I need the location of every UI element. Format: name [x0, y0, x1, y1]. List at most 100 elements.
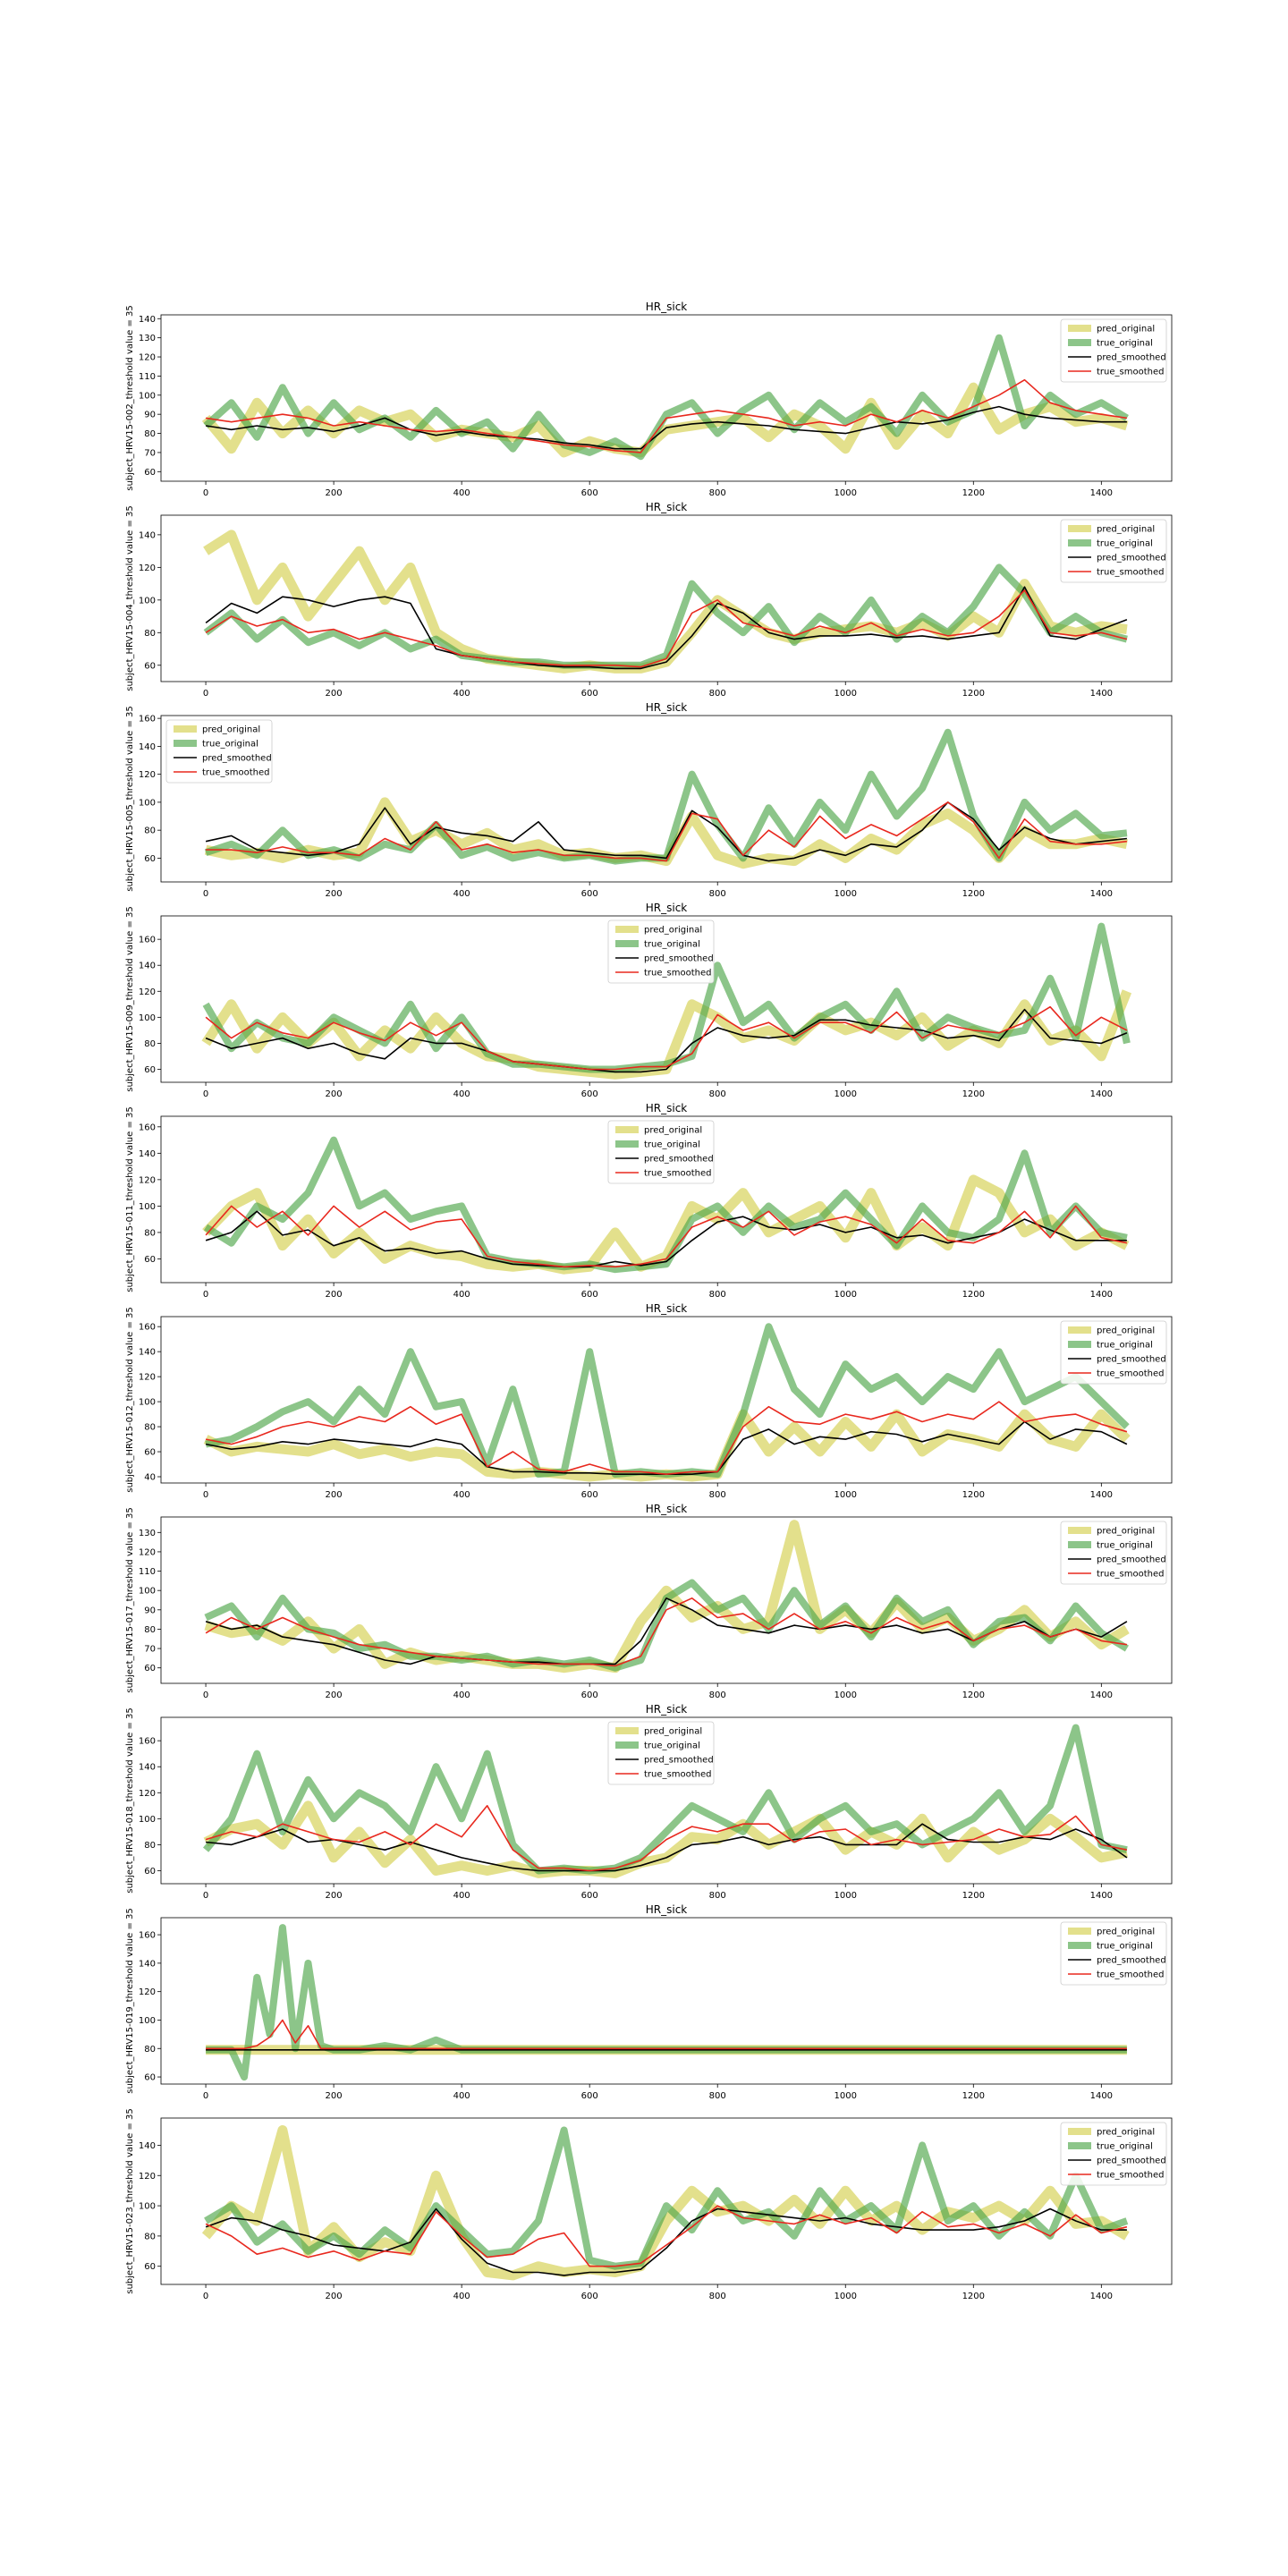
legend-label-pred_original: pred_original	[1097, 1326, 1155, 1336]
y-axis-label: subject_HRV15-023_threshold value = 35	[125, 2108, 135, 2293]
series-line-true_original	[202, 922, 1131, 1073]
series-line-true_original	[204, 1579, 1129, 1672]
chart-title: HR_sick	[646, 1903, 688, 1916]
series-line-pred_smoothed	[205, 405, 1127, 450]
x-tick-label: 1400	[1090, 689, 1113, 699]
x-tick-label: 0	[203, 2292, 208, 2301]
y-tick-label: 100	[139, 1587, 156, 1597]
legend: pred_original true_original pred_smoothedt…	[607, 919, 715, 984]
series-line-true_original	[204, 728, 1128, 865]
x-tick-label: 0	[203, 1089, 208, 1099]
y-tick-label: 100	[139, 2202, 156, 2212]
legend-label-true_original: true_original	[1097, 339, 1153, 349]
legend-box	[1060, 2122, 1167, 2186]
y-tick-label: 60	[144, 1065, 156, 1075]
x-tick-label: 400	[453, 2091, 470, 2101]
axes-frame	[160, 1516, 1173, 1684]
series-group	[201, 334, 1129, 461]
axes-frame	[160, 915, 1173, 1083]
x-tick-label: 0	[203, 689, 208, 699]
x-tick-label: 200	[326, 2091, 343, 2101]
x-tick-label: 400	[453, 1290, 470, 1300]
y-tick-label: 60	[144, 854, 156, 864]
chart-title: HR_sick	[646, 501, 688, 513]
legend-label-pred_original: pred_original	[1097, 525, 1155, 535]
legend-label-pred_original: pred_original	[202, 725, 260, 735]
y-tick-label: 60	[144, 1867, 156, 1877]
y-tick-label: 100	[139, 798, 156, 808]
x-tick-label: 400	[453, 1089, 470, 1099]
chart-panel-6: 0 200 400 600 800 1000 1200 1400 40 60 80 100 120 140…	[125, 1302, 1173, 1500]
y-tick-label: 140	[139, 1959, 156, 1969]
x-tick-label: 1000	[835, 689, 857, 699]
series-line-true_smoothed	[205, 1005, 1128, 1071]
x-tick-label: 400	[453, 889, 470, 899]
legend-swatch-true_original	[1068, 1541, 1091, 1548]
x-tick-label: 1000	[835, 2091, 857, 2101]
x-tick-label: 1200	[962, 1490, 985, 1500]
y-axis-label: subject_HRV15-019_threshold value = 35	[125, 1908, 135, 2093]
y-tick-label: 120	[139, 564, 156, 573]
x-tick-label: 600	[581, 689, 598, 699]
legend-label-pred_smoothed: pred_smoothed	[644, 1155, 714, 1165]
y-tick-label: 160	[139, 1737, 156, 1747]
legend-box	[1060, 519, 1167, 583]
y-tick-label: 100	[139, 391, 156, 401]
x-tick-label: 400	[453, 488, 470, 498]
legend: pred_original true_original pred_smoothedt…	[1060, 2122, 1167, 2186]
legend-label-true_original: true_original	[1097, 1541, 1153, 1551]
x-tick-label: 1200	[962, 689, 985, 699]
x-tick-label: 600	[581, 1490, 598, 1500]
legend-swatch-pred_original	[1068, 525, 1091, 532]
y-tick-label: 40	[144, 1473, 156, 1483]
y-tick-label: 120	[139, 353, 156, 363]
x-tick-label: 200	[326, 889, 343, 899]
x-tick-label: 1400	[1090, 2292, 1113, 2301]
x-tick-label: 1400	[1090, 1290, 1113, 1300]
y-tick-label: 60	[144, 661, 156, 671]
legend-swatch-true_original	[615, 1741, 639, 1749]
series-line-true_smoothed	[205, 1805, 1128, 1872]
x-tick-label: 1400	[1090, 2091, 1113, 2101]
legend-label-true_original: true_original	[644, 940, 700, 950]
x-tick-label: 600	[581, 1690, 598, 1700]
y-axis-label: subject_HRV15-002_threshold value = 35	[125, 305, 135, 490]
y-tick-label: 140	[139, 315, 156, 325]
y-tick-label: 140	[139, 2141, 156, 2151]
chart-panel-4: 0 200 400 600 800 1000 1200 1400 60 80 100 120 140 16…	[125, 902, 1173, 1099]
chart-panel-2: 0 200 400 600 800 1000 1200 1400 60 80 100 120 140 HR…	[125, 501, 1173, 699]
y-axis-label: subject_HRV15-004_threshold value = 35	[125, 505, 135, 691]
axes-frame	[160, 715, 1173, 883]
y-tick-label: 80	[144, 1423, 156, 1433]
series-line-true_smoothed	[205, 2205, 1128, 2267]
series-group	[201, 2125, 1130, 2281]
y-tick-label: 160	[139, 1123, 156, 1132]
legend-label-true_smoothed: true_smoothed	[1097, 368, 1164, 377]
y-tick-label: 100	[139, 1815, 156, 1825]
x-tick-label: 600	[581, 889, 598, 899]
legend-swatch-pred_original	[1068, 1326, 1091, 1334]
legend-swatch-true_original	[615, 940, 639, 947]
y-axis-label: subject_HRV15-018_threshold value = 35	[125, 1707, 135, 1893]
legend-box	[607, 1120, 715, 1184]
x-tick-label: 400	[453, 1490, 470, 1500]
legend-label-true_original: true_original	[644, 1741, 700, 1751]
series-line-true_smoothed	[206, 801, 1127, 862]
x-tick-label: 1200	[962, 488, 985, 498]
x-tick-label: 200	[326, 2292, 343, 2301]
x-tick-label: 0	[203, 488, 208, 498]
legend-label-pred_original: pred_original	[1097, 325, 1155, 335]
legend-label-pred_original: pred_original	[644, 1727, 702, 1737]
y-tick-label: 120	[139, 1373, 156, 1383]
x-tick-label: 800	[709, 689, 726, 699]
legend-label-pred_smoothed: pred_smoothed	[1097, 1355, 1166, 1365]
x-tick-label: 400	[453, 689, 470, 699]
series-group	[204, 1520, 1130, 1674]
series-line-true_smoothed	[206, 2019, 1127, 2050]
x-tick-label: 1400	[1090, 1690, 1113, 1700]
y-tick-label: 100	[139, 1398, 156, 1408]
y-tick-label: 90	[144, 411, 156, 420]
series-line-true_smoothed	[205, 378, 1128, 453]
legend-swatch-pred_original	[1068, 1527, 1091, 1534]
legend-swatch-pred_original	[615, 1727, 639, 1734]
